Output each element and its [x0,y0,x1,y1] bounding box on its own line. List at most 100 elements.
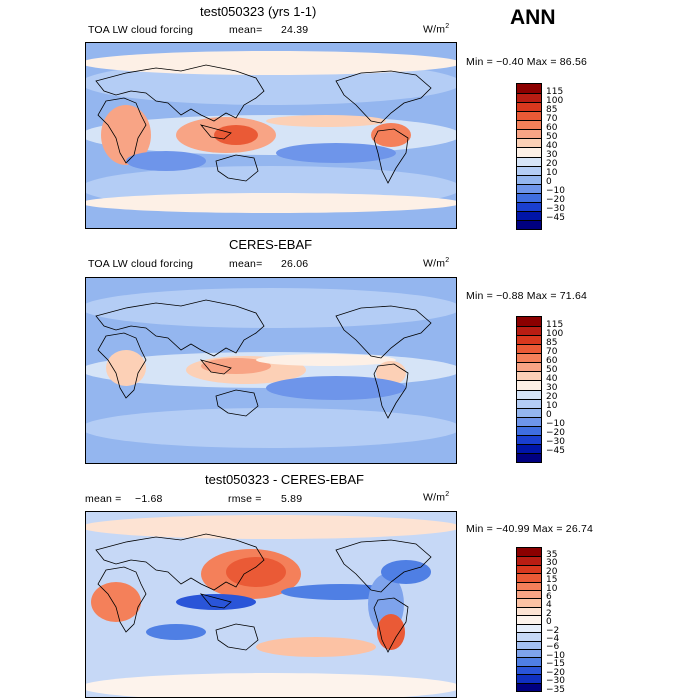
colorbar-swatch [517,640,541,649]
panel-diff-units: W/m2 [423,491,450,504]
colorbar-swatch [517,344,541,354]
colorbar-swatch [517,147,541,157]
season-label: ANN [510,6,556,29]
panel-diff-rmse-value: 5.89 [281,493,303,505]
field-region [86,408,456,448]
panel-model-title: test050323 (yrs 1-1) [200,4,317,19]
colorbar-swatch [517,452,541,462]
colorbar-tick-label: −35 [546,684,565,695]
colorbar-swatch [517,665,541,675]
colorbar-swatch [517,615,541,624]
colorbar-tick-label: 85 [546,104,558,115]
field-region [91,582,141,622]
colorbar-tick-label: 10 [546,583,558,594]
panel-diff-colorbar [516,547,542,692]
coastline [95,533,265,591]
colorbar-swatch [517,564,541,574]
coastline [373,128,409,184]
panel-model-colorbar [516,83,542,230]
colorbar-swatch [517,581,541,591]
colorbar-swatch [517,111,541,121]
colorbar-swatch [517,93,541,103]
field-region [126,151,206,171]
colorbar-tick-label: −4 [546,634,560,645]
colorbar-tick-label: 20 [546,392,558,403]
coastline [95,299,265,357]
colorbar-tick-label: −45 [546,446,565,457]
panel-model-mean-value: 24.39 [281,24,309,36]
coastline [97,97,147,164]
panel-obs-colorbar [516,316,542,463]
colorbar-swatch [517,623,541,633]
field-region [381,560,431,584]
colorbar-swatch [517,201,541,211]
colorbar-tick-label: 15 [546,575,558,586]
colorbar-tick-label: 100 [546,95,564,106]
colorbar-swatch [517,380,541,390]
colorbar-swatch [517,362,541,372]
colorbar-tick-label: 20 [546,159,558,170]
field-region [266,115,386,127]
colorbar-swatch [517,120,541,130]
field-region [86,51,456,75]
colorbar-tick-label: 10 [546,168,558,179]
coastline [95,64,265,122]
field-region [226,557,286,587]
colorbar-swatch [517,165,541,175]
field-region [86,515,456,539]
colorbar-swatch [517,183,541,193]
colorbar-swatch [517,192,541,202]
colorbar-tick-label: 30 [546,558,558,569]
colorbar-swatch [517,389,541,399]
panel-obs-minmax: Min = −0.88 Max = 71.64 [466,290,588,302]
field-region [101,105,151,165]
field-region [106,350,146,386]
coastline [199,359,232,375]
colorbar-swatch [517,398,541,408]
colorbar-tick-label: 0 [546,410,552,421]
colorbar-tick-label: −30 [546,437,565,448]
colorbar-swatch [517,573,541,582]
colorbar-tick-label: −10 [546,186,565,197]
colorbar-tick-label: −20 [546,667,565,678]
colorbar-tick-label: 10 [546,401,558,412]
colorbar-swatch [517,682,541,691]
colorbar-tick-label: −6 [546,642,560,653]
panel-obs-map [85,277,457,464]
colorbar-swatch [517,335,541,345]
colorbar-tick-label: 50 [546,131,558,142]
colorbar-swatch [517,317,541,327]
coastline [373,597,409,653]
panel-diff-map [85,511,457,698]
colorbar-swatch [517,407,541,417]
field-region [86,673,456,697]
field-region [377,614,405,650]
panel-model-map-field [86,43,456,228]
colorbar-swatch [517,657,541,666]
colorbar-swatch [517,590,541,599]
colorbar-swatch [517,648,541,658]
panel-obs-mean-value: 26.06 [281,258,309,270]
colorbar-tick-label: 30 [546,383,558,393]
colorbar-swatch [517,548,541,557]
colorbar-swatch [517,416,541,426]
colorbar-swatch [517,632,541,641]
colorbar-tick-label: 50 [546,364,558,375]
colorbar-tick-label: −15 [546,659,565,670]
coastline [215,154,259,182]
colorbar-swatch [517,326,541,336]
panel-obs-title: CERES-EBAF [229,237,313,252]
colorbar-swatch [517,353,541,363]
colorbar-tick-label: −30 [546,204,565,215]
panel-model-mean-label: mean= [229,24,263,36]
colorbar-swatch [517,556,541,565]
colorbar-swatch [517,129,541,139]
colorbar-swatch [517,606,541,616]
colorbar-swatch [517,425,541,435]
colorbar-swatch [517,210,541,220]
colorbar-tick-label: 0 [546,177,552,188]
coastline [335,305,432,359]
colorbar-tick-label: −10 [546,650,565,661]
colorbar-tick-label: 20 [546,566,558,577]
colorbar-tick-label: 115 [546,86,564,97]
